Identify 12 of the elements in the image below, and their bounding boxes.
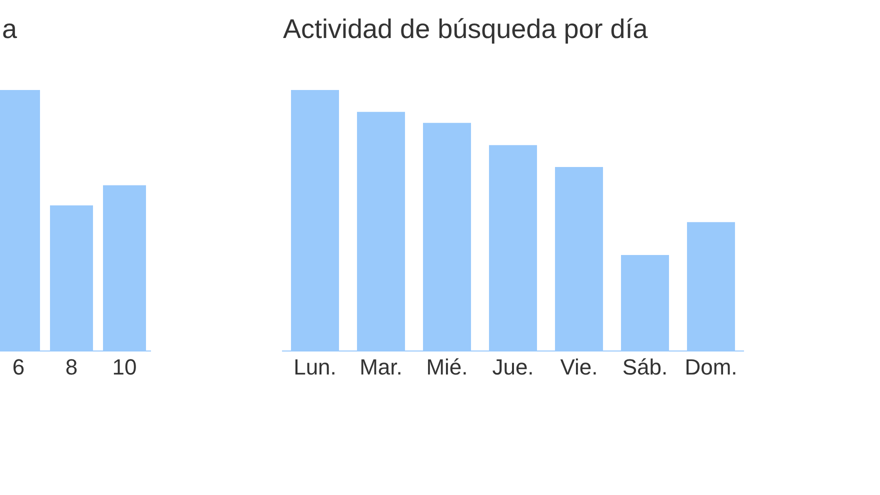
- x-tick-label: 10: [112, 354, 137, 380]
- x-tick-label: Dom.: [684, 354, 738, 380]
- chart-title: a: [2, 14, 18, 45]
- x-tick-label: Sáb.: [622, 354, 668, 380]
- x-tick-label: 6: [12, 354, 25, 380]
- x-tick-label: Vie.: [560, 354, 598, 380]
- x-tick-label: Lun.: [294, 354, 336, 380]
- chart-title: Actividad de búsqueda por día: [283, 14, 648, 45]
- x-tick-label: Mar.: [360, 354, 402, 380]
- x-tick-label: Mié.: [426, 354, 468, 380]
- x-tick-label: 8: [65, 354, 78, 380]
- x-tick-label: Jue.: [492, 354, 534, 380]
